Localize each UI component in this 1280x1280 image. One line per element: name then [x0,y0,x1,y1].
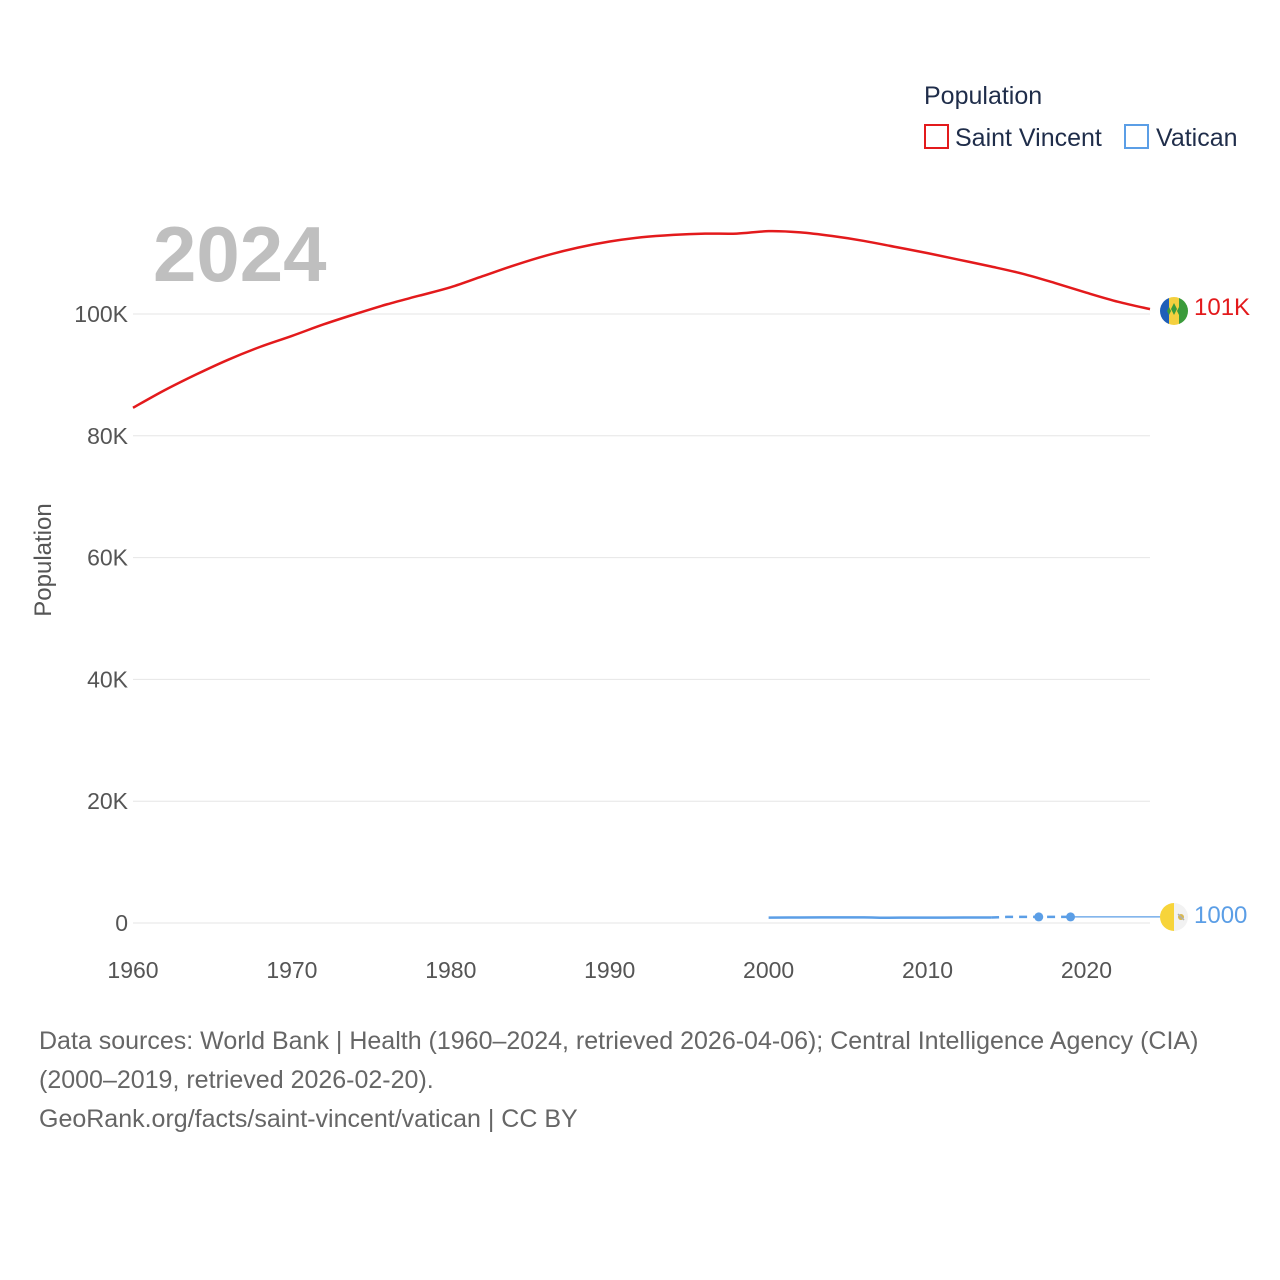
y-tick-label: 100K [74,301,128,327]
legend-swatch-saint-vincent [924,124,949,149]
gridlines [133,313,1150,924]
data-point-vatican[interactable] [1034,912,1044,922]
x-tick-label: 1970 [266,957,317,983]
y-tick-label: 0 [115,910,128,936]
y-axis-label: Population [30,503,57,616]
attribution-link[interactable]: GeoRank.org/facts/saint-vincent/vatican … [39,1105,578,1133]
x-tick-label: 1960 [107,957,158,983]
x-tick-label: 1980 [425,957,476,983]
y-tick-label: 60K [87,545,129,571]
end-label-saint-vincent: 101K [1194,294,1250,321]
x-tick-label: 2010 [902,957,953,983]
year-watermark: 2024 [153,210,327,298]
vatican-flag-icon [1160,903,1188,931]
data-source-note: Data sources: World Bank | Health (1960–… [39,1022,1249,1139]
end-label-vatican: 1000 [1194,902,1247,929]
x-tick-label: 2020 [1061,957,1112,983]
saint-vincent-flag-icon [1160,297,1188,325]
legend-item-saint-vincent[interactable]: Saint Vincent [924,124,1102,152]
x-tick-label: 1990 [584,957,635,983]
legend-title: Population [924,82,1042,110]
y-tick-label: 80K [87,423,129,449]
legend: Population Saint Vincent Vatican [924,82,1238,152]
legend-item-vatican[interactable]: Vatican [1124,124,1238,152]
y-tick-label: 40K [87,666,129,692]
y-tick-label: 20K [87,788,129,814]
legend-swatch-vatican [1124,124,1149,149]
x-axis-ticks: 1960 1970 1980 1990 2000 2010 2020 [107,957,1112,983]
legend-label-vatican: Vatican [1156,124,1238,152]
x-tick-label: 2000 [743,957,794,983]
data-source-text: Data sources: World Bank | Health (1960–… [39,1027,1199,1094]
legend-label-saint-vincent: Saint Vincent [955,124,1102,152]
series-line-vatican-interpolated [991,915,1071,919]
y-axis-ticks: 0 20K 40K 60K 80K 100K [74,301,128,936]
series-layer [132,229,1160,922]
series-line-saint-vincent [132,229,1151,409]
data-point-vatican[interactable] [1066,912,1076,922]
